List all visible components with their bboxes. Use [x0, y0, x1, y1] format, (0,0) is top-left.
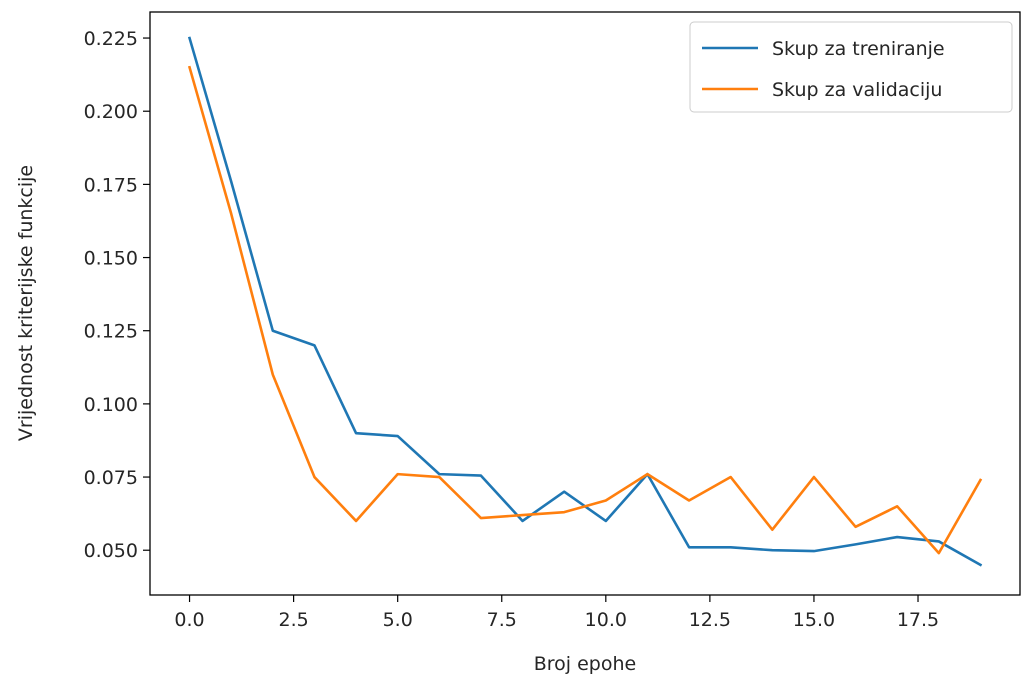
y-tick-label: 0.200: [84, 101, 138, 123]
y-axis-ticks: 0.050 0.075 0.100 0.125 0.150 0.175 0.200 0.225: [84, 28, 150, 562]
x-tick-label: 10.0: [585, 609, 627, 631]
legend-label-validaciju: Skup za validaciju: [772, 79, 942, 101]
legend: Skup za treniranje Skup za validaciju: [689, 21, 1013, 113]
x-axis-ticks: 0.0 2.5 5.0 7.5 10.0 12.5 15.0 17.5: [174, 595, 939, 631]
x-tick-label: 2.5: [279, 609, 309, 631]
y-tick-label: 0.175: [84, 174, 138, 196]
y-tick-label: 0.075: [84, 467, 138, 489]
y-tick-label: 0.225: [84, 28, 138, 50]
x-tick-label: 17.5: [897, 609, 939, 631]
y-tick-label: 0.125: [84, 321, 138, 343]
x-tick-label: 7.5: [487, 609, 517, 631]
y-tick-label: 0.100: [84, 394, 138, 416]
y-tick-label: 0.050: [84, 540, 138, 562]
x-tick-label: 0.0: [174, 609, 204, 631]
x-axis-label: Broj epohe: [534, 653, 636, 675]
y-tick-label: 0.150: [84, 248, 138, 270]
x-tick-label: 15.0: [793, 609, 835, 631]
series-line-validaciju: [187, 65, 983, 555]
x-tick-label: 5.0: [383, 609, 413, 631]
legend-label-treniranje: Skup za treniranje: [772, 38, 945, 60]
legend-box: [689, 21, 1013, 113]
y-axis-label: Vrijednost kriterijske funkcije: [15, 165, 37, 441]
series-layer: [187, 36, 983, 567]
x-tick-label: 12.5: [689, 609, 731, 631]
plot-frame: [149, 11, 1021, 596]
